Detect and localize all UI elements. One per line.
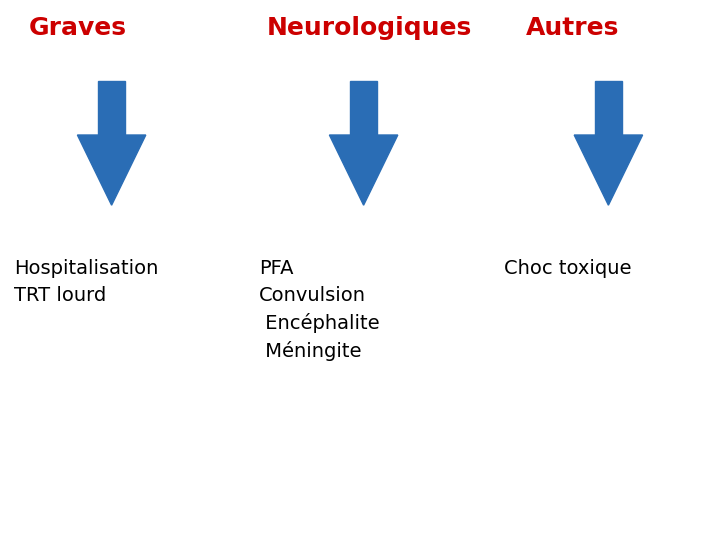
Bar — [98, 81, 125, 135]
Text: Hospitalisation
TRT lourd: Hospitalisation TRT lourd — [14, 259, 159, 305]
Text: Choc toxique: Choc toxique — [504, 259, 631, 278]
Text: Autres: Autres — [526, 16, 619, 40]
Text: Neurologiques: Neurologiques — [266, 16, 472, 40]
Text: PFA
Convulsion
 Encéphalite
 Méningite: PFA Convulsion Encéphalite Méningite — [259, 259, 380, 361]
Text: Graves: Graves — [29, 16, 127, 40]
Polygon shape — [575, 135, 643, 205]
Bar — [595, 81, 622, 135]
Polygon shape — [330, 135, 397, 205]
Bar — [350, 81, 377, 135]
Polygon shape — [78, 135, 145, 205]
